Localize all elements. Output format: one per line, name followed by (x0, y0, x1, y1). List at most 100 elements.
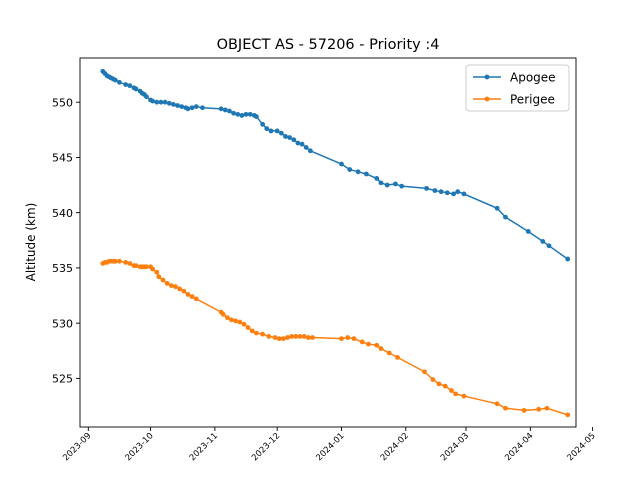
y-tick-label-3: 540 (52, 207, 73, 220)
perigee-point-60 (422, 369, 427, 375)
apogee-point-68 (494, 205, 500, 211)
apogee-point-58 (384, 182, 390, 188)
perigee-point-45 (289, 334, 295, 339)
perigee-point-57 (378, 346, 384, 351)
perigee-point-34 (237, 319, 243, 325)
apogee-point-39 (254, 114, 259, 119)
perigee-point-26 (185, 292, 191, 297)
perigee-point-37 (249, 328, 255, 334)
series-apogee (100, 68, 571, 262)
apogee-point-8 (123, 82, 129, 87)
y-tick-label-2: 535 (52, 262, 73, 275)
perigee-point-61 (430, 377, 436, 382)
apogee-point-26 (185, 106, 191, 112)
apogee-point-67 (461, 191, 467, 197)
perigee-point-52 (345, 335, 351, 340)
perigee-point-33 (233, 318, 239, 324)
perigee-point-72 (565, 412, 571, 418)
apogee-point-7 (117, 79, 122, 85)
apogee-point-66 (455, 189, 461, 195)
apogee-point-46 (287, 135, 293, 140)
perigee-point-27 (189, 294, 195, 300)
legend: Apogee Perigee (465, 64, 570, 112)
apogee-point-63 (438, 189, 444, 195)
apogee-point-57 (378, 180, 384, 186)
perigee-point-48 (301, 334, 307, 339)
perigee-point-53 (351, 336, 357, 342)
apogee-point-69 (503, 214, 508, 220)
apogee-point-61 (424, 185, 429, 191)
legend-label-perigee: Perigee (510, 92, 555, 106)
apogee-point-42 (268, 128, 274, 134)
perigee-point-19 (156, 274, 162, 280)
y-axis-label: Altitude (km) (24, 203, 38, 282)
apogee-point-51 (307, 148, 313, 154)
perigee-point-9 (127, 261, 133, 266)
perigee-point-36 (245, 325, 251, 330)
perigee-point-18 (154, 269, 160, 275)
apogee-point-18 (154, 99, 160, 105)
perigee-point-21 (164, 280, 170, 286)
apogee-point-22 (170, 102, 176, 107)
perigee-point-44 (285, 335, 290, 340)
perigee-point-54 (359, 339, 365, 345)
perigee-point-30 (220, 311, 226, 317)
apogee-point-6 (112, 77, 118, 83)
apogee-point-36 (243, 111, 249, 117)
apogee-point-33 (231, 110, 236, 116)
apogee-point-54 (355, 169, 361, 175)
apogee-point-24 (179, 104, 185, 110)
apogee-point-21 (166, 100, 172, 106)
apogee-point-19 (158, 99, 164, 105)
perigee-point-38 (254, 330, 259, 336)
apogee-point-30 (218, 106, 224, 112)
apogee-point-23 (175, 103, 180, 108)
perigee-point-66 (461, 393, 467, 399)
apogee-point-37 (247, 111, 253, 117)
perigee-point-23 (173, 284, 178, 290)
perigee-point-64 (449, 388, 454, 393)
series-perigee (100, 258, 571, 418)
perigee-point-50 (310, 335, 315, 340)
perigee-point-58 (386, 350, 392, 356)
apogee-point-52 (339, 161, 344, 167)
perigee-point-20 (160, 277, 166, 283)
apogee-point-73 (565, 256, 571, 262)
legend-label-apogee: Apogee (510, 70, 556, 84)
apogee-point-9 (127, 83, 133, 89)
y-tick-label-0: 525 (52, 373, 73, 386)
perigee-point-22 (168, 283, 174, 288)
apogee-point-48 (295, 140, 301, 146)
legend-marker-apogee (484, 74, 490, 80)
apogee-point-55 (363, 171, 369, 177)
perigee-point-28 (193, 296, 199, 302)
perigee-point-71 (544, 405, 550, 411)
apogee-point-72 (546, 243, 552, 249)
y-tick-label-5: 550 (52, 96, 73, 109)
perigee-point-31 (224, 315, 230, 321)
perigee-point-42 (276, 336, 282, 342)
perigee-point-32 (229, 317, 234, 323)
perigee-point-49 (305, 335, 311, 340)
perigee-point-6 (112, 258, 118, 264)
apogee-point-27 (189, 105, 195, 111)
perigee-point-7 (117, 258, 122, 264)
chart-title: OBJECT AS - 57206 - Priority :4 (217, 37, 440, 53)
apogee-point-11 (133, 86, 139, 92)
apogee-point-28 (193, 104, 199, 110)
perigee-point-41 (272, 335, 278, 340)
perigee-point-46 (293, 334, 299, 339)
y-tick-label-1: 530 (52, 317, 73, 330)
apogee-point-71 (540, 239, 546, 244)
apogee-point-53 (347, 167, 353, 172)
apogee-point-49 (299, 141, 305, 147)
apogee-point-31 (222, 107, 228, 113)
apogee-point-40 (260, 121, 266, 127)
perigee-point-15 (144, 264, 149, 270)
apogee-point-44 (278, 130, 284, 136)
perigee-point-43 (280, 336, 286, 342)
perigee-point-69 (521, 408, 527, 413)
apogee-point-29 (200, 105, 205, 111)
perigee-point-65 (453, 391, 459, 397)
